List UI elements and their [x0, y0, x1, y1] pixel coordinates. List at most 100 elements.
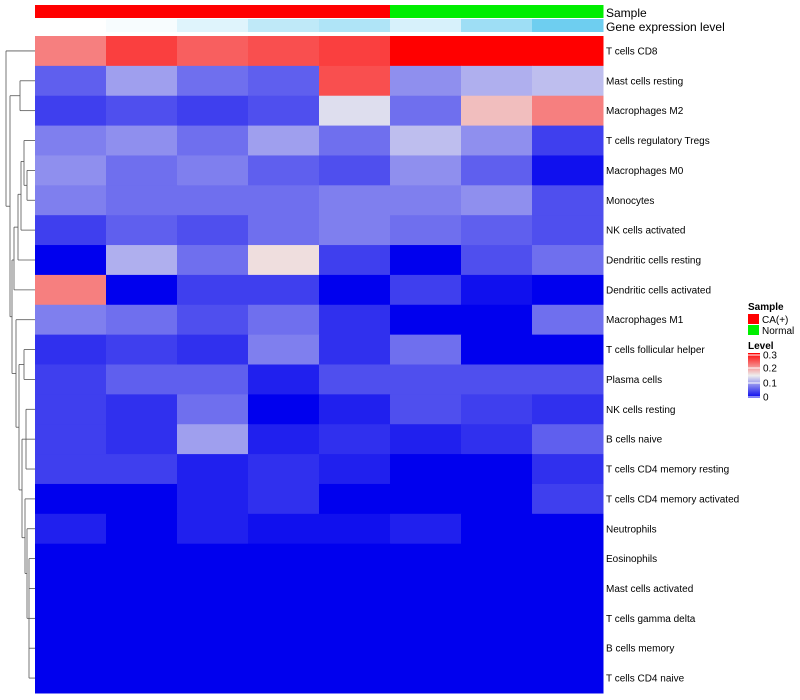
- row-label: T cells CD4 naive: [606, 674, 685, 685]
- row-label: T cells CD4 memory activated: [606, 494, 739, 505]
- heatmap-cell: [461, 185, 533, 216]
- heatmap-cell: [177, 424, 249, 455]
- legend-sample-entries: CA(+)Normal: [748, 314, 794, 337]
- heatmap-cell: [390, 274, 462, 306]
- row-label: NK cells resting: [606, 405, 675, 416]
- legend-label: CA(+): [762, 315, 788, 326]
- row-label: Mast cells activated: [606, 584, 693, 595]
- heatmap-cell: [248, 513, 320, 545]
- legend-swatch: [748, 314, 759, 324]
- heatmap-cell: [35, 304, 107, 336]
- legend-label: Normal: [762, 326, 794, 337]
- row-label: B cells memory: [606, 644, 674, 655]
- legend-tick-label: 0.1: [763, 379, 777, 390]
- heatmap-cell: [248, 364, 320, 395]
- heatmap-cell: [319, 36, 391, 67]
- heatmap-cell: [319, 364, 391, 395]
- heatmap-cell: [35, 573, 107, 604]
- heatmap-cell: [35, 633, 107, 664]
- heatmap-cell: [248, 454, 320, 485]
- heatmap-cell: [319, 513, 391, 545]
- heatmap-cell: [35, 125, 107, 156]
- heatmap-cell: [35, 424, 107, 455]
- heatmap-cell: [177, 454, 249, 485]
- sample-bar-cell: [35, 5, 107, 18]
- heatmap-cell: [532, 603, 604, 634]
- row-label: NK cells activated: [606, 226, 685, 237]
- heatmap-cell: [532, 543, 604, 575]
- row-label: Neutrophils: [606, 524, 657, 535]
- heatmap-cell: [461, 334, 533, 365]
- heatmap-cell: [461, 155, 533, 186]
- heatmap-cell: [248, 394, 320, 425]
- heatmap-cell: [248, 633, 320, 664]
- heatmap-cell: [532, 36, 604, 67]
- heatmap-cell: [390, 454, 462, 485]
- heatmap-cell: [248, 36, 320, 67]
- heatmap-cell: [177, 663, 249, 694]
- heatmap-cell: [461, 364, 533, 395]
- legend-level-colorbar: [748, 353, 760, 398]
- row-label: T cells regulatory Tregs: [606, 136, 710, 147]
- heatmap-cell: [35, 215, 107, 246]
- row-label: T cells CD8: [606, 46, 658, 57]
- heatmap-cell: [461, 513, 533, 545]
- heatmap-cell: [177, 274, 249, 306]
- heatmap-cell: [319, 245, 391, 276]
- legend: Sample CA(+)Normal Level 0.3 0.2 0.1 0: [748, 302, 794, 404]
- heatmap-cell: [248, 304, 320, 336]
- heatmap-cell: [248, 245, 320, 276]
- heatmap-cell: [532, 125, 604, 156]
- row-dendrogram: [5, 50, 35, 679]
- heatmap-cell: [532, 155, 604, 186]
- heatmap-cell: [35, 603, 107, 634]
- heatmap-cell: [461, 483, 533, 515]
- gene-expression-annotation-bar: [35, 19, 604, 32]
- gene-bar-cell: [390, 19, 462, 32]
- heatmap-cell: [319, 543, 391, 575]
- heatmap-cell: [319, 155, 391, 186]
- heatmap-cell: [35, 95, 107, 127]
- heatmap-cell: [106, 36, 178, 67]
- heatmap-cell: [319, 304, 391, 336]
- heatmap-cell: [532, 215, 604, 246]
- sample-annotation-bar: [35, 5, 604, 18]
- heatmap-cell: [532, 95, 604, 127]
- heatmap-cell: [390, 125, 462, 156]
- heatmap-cell: [177, 215, 249, 246]
- heatmap-cell: [461, 454, 533, 485]
- heatmap-cell: [461, 573, 533, 604]
- heatmap-cell: [390, 543, 462, 575]
- heatmap-cell: [532, 483, 604, 515]
- heatmap-cell: [248, 65, 320, 97]
- heatmap-cell: [248, 424, 320, 455]
- heatmap-cell: [319, 483, 391, 515]
- heatmap-cell: [35, 483, 107, 515]
- heatmap-cell: [248, 215, 320, 246]
- heatmap-cell: [532, 65, 604, 97]
- heatmap-cell: [319, 633, 391, 664]
- gene-bar-cell: [248, 19, 320, 32]
- heatmap-cell: [35, 245, 107, 276]
- heatmap-cell: [461, 245, 533, 276]
- heatmap-cell: [390, 304, 462, 336]
- heatmap-cell: [319, 394, 391, 425]
- gene-bar-cell: [177, 19, 249, 32]
- sample-bar-cell: [390, 5, 462, 18]
- heatmap-cell: [532, 304, 604, 336]
- heatmap-cell: [106, 633, 178, 664]
- heatmap-cell: [390, 663, 462, 694]
- heatmap-cell: [319, 334, 391, 365]
- heatmap-cell: [177, 155, 249, 186]
- heatmap-cell: [532, 454, 604, 485]
- heatmap-cell: [532, 424, 604, 455]
- sample-annotation-label: Sample: [606, 6, 647, 20]
- heatmap-cell: [390, 424, 462, 455]
- heatmap-cell: [390, 36, 462, 67]
- heatmap-cell: [390, 245, 462, 276]
- row-label: T cells CD4 memory resting: [606, 465, 729, 476]
- heatmap-cell: [106, 364, 178, 395]
- legend-tick-label: 0: [763, 393, 769, 404]
- row-label: Dendritic cells resting: [606, 255, 701, 266]
